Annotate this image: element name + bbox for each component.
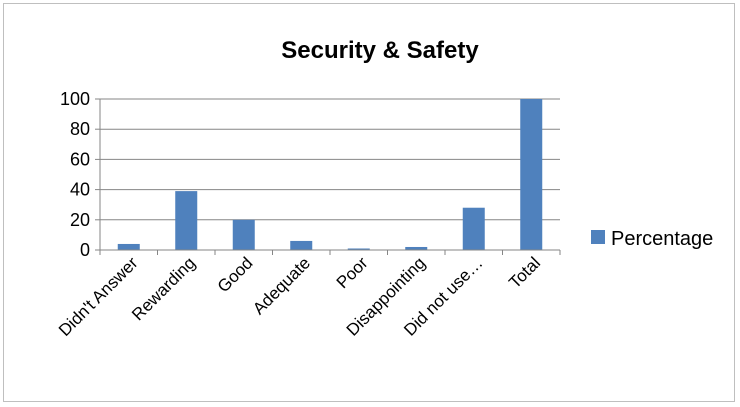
x-tick-label: Rewarding xyxy=(128,253,199,324)
legend-swatch xyxy=(591,230,605,244)
y-tick-label: 40 xyxy=(70,180,90,200)
y-tick-label: 20 xyxy=(70,210,90,230)
bar xyxy=(520,99,542,250)
bar xyxy=(290,241,312,250)
legend: Percentage xyxy=(591,228,713,250)
bar xyxy=(118,244,140,250)
y-tick-label: 0 xyxy=(80,240,90,260)
y-tick-label: 100 xyxy=(60,89,90,109)
bars xyxy=(118,99,543,250)
y-tick-labels: 0 20 40 60 80 100 xyxy=(60,89,90,260)
gridlines xyxy=(95,99,560,250)
x-tick-label: Poor xyxy=(333,253,372,292)
axes xyxy=(100,99,560,255)
y-tick-label: 80 xyxy=(70,119,90,139)
bar xyxy=(175,191,197,250)
x-tick-label: Total xyxy=(505,253,544,292)
chart-title: Security & Safety xyxy=(281,37,479,64)
legend-label: Percentage xyxy=(611,228,713,250)
x-tick-label: Adequate xyxy=(249,253,314,318)
bar xyxy=(233,220,255,250)
x-tick-label: Good xyxy=(214,253,257,296)
y-tick-label: 60 xyxy=(70,149,90,169)
bar xyxy=(463,208,485,250)
x-tick-label: Didn't Answer xyxy=(55,253,142,340)
